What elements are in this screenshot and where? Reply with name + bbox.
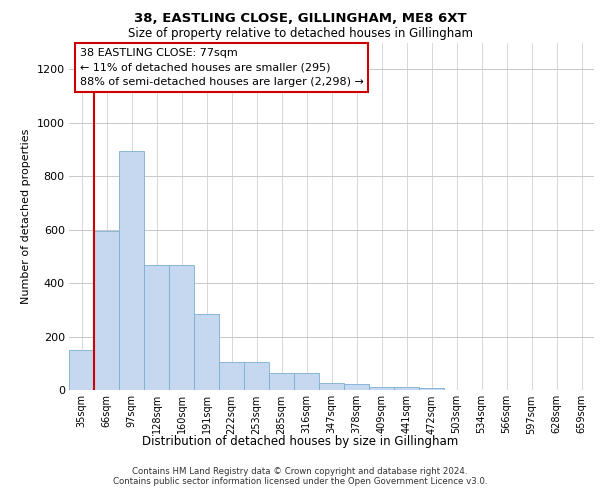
Text: 38, EASTLING CLOSE, GILLINGHAM, ME8 6XT: 38, EASTLING CLOSE, GILLINGHAM, ME8 6XT <box>134 12 466 26</box>
Bar <box>69 350 94 390</box>
Bar <box>294 374 319 390</box>
Y-axis label: Number of detached properties: Number of detached properties <box>21 128 31 304</box>
Bar <box>319 384 344 390</box>
Bar <box>419 388 444 390</box>
Bar <box>194 314 219 390</box>
Bar <box>394 388 419 390</box>
Bar <box>169 265 194 390</box>
Text: Size of property relative to detached houses in Gillingham: Size of property relative to detached ho… <box>128 28 473 40</box>
Text: Distribution of detached houses by size in Gillingham: Distribution of detached houses by size … <box>142 434 458 448</box>
Bar <box>344 384 369 390</box>
Bar <box>144 265 169 390</box>
Bar <box>369 388 394 390</box>
Bar <box>244 362 269 390</box>
Bar <box>219 362 244 390</box>
Text: 38 EASTLING CLOSE: 77sqm
← 11% of detached houses are smaller (295)
88% of semi-: 38 EASTLING CLOSE: 77sqm ← 11% of detach… <box>79 48 364 88</box>
Bar <box>269 374 294 390</box>
Bar <box>94 231 119 390</box>
Text: Contains public sector information licensed under the Open Government Licence v3: Contains public sector information licen… <box>113 477 487 486</box>
Bar <box>119 152 144 390</box>
Text: Contains HM Land Registry data © Crown copyright and database right 2024.: Contains HM Land Registry data © Crown c… <box>132 467 468 476</box>
